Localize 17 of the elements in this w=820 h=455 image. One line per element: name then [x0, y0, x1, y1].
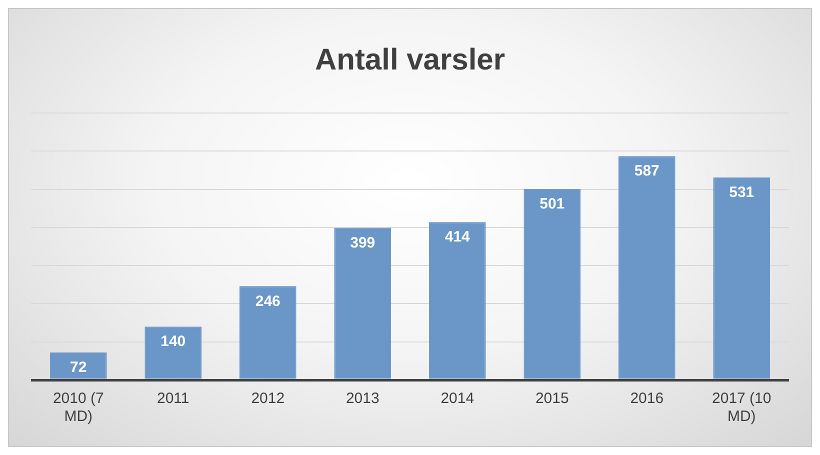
x-tick-label: 2010 (7 MD) [52, 390, 104, 426]
data-label: 399 [350, 234, 376, 252]
data-label: 531 [729, 184, 754, 202]
x-tick-label: 2016 [630, 390, 664, 408]
data-label: 501 [540, 196, 565, 213]
data-label: 414 [444, 228, 471, 246]
chart-title: Antall varsler [314, 43, 506, 76]
x-tick-label: 2017 (10 MD) [712, 390, 772, 426]
data-label: 246 [255, 292, 280, 310]
x-tick-label: 2013 [346, 390, 380, 408]
data-label: 587 [634, 162, 660, 180]
x-tick-label: 2011 [156, 390, 190, 408]
x-tick-label: 2014 [440, 390, 474, 408]
data-label: 140 [160, 333, 186, 350]
x-tick-label: 2015 [535, 390, 569, 408]
data-label: 72 [70, 359, 87, 376]
x-tick-label: 2012 [251, 390, 285, 408]
